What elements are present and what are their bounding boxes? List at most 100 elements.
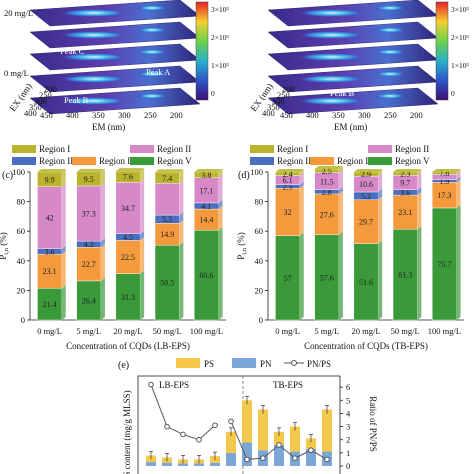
data-label: 4.1 [201,202,211,211]
eem-peak-highlight [298,53,366,61]
bar-segment-side [179,212,184,224]
em-tick-label: 200 [170,110,183,120]
eem-peak-highlight [374,27,406,33]
ratio-point [324,456,330,463]
bar-segment-side [61,183,66,249]
eem-peak-highlight [374,49,406,55]
em-tick-label: 300 [358,110,371,120]
legend-label: Region II [157,144,191,154]
bar-segment-side [140,179,145,234]
x-tick-label: 0 mg/L [37,326,62,336]
bar-segment-side [417,226,422,320]
bar-top-cap [393,169,422,172]
bar-top-cap [194,169,223,172]
bar-segment-side [179,169,184,184]
bar-top-cap [115,168,145,172]
legend-swatch [368,145,392,153]
legend-label: Region V [395,156,430,166]
data-label: 10.6 [359,180,373,189]
bar-segment [76,185,102,242]
data-label: 37.3 [82,210,96,219]
bar-segment-side [417,192,422,230]
ratio-line-lb [150,384,216,441]
bar-segment-side [218,199,223,209]
bar-segment-side [100,182,105,242]
data-label: 75.7 [437,260,451,269]
bar-pn [178,463,188,466]
bar-segment [392,194,418,230]
bar-top-cap [76,168,105,172]
bar-segment [37,253,62,289]
bar-segment-side [299,232,304,320]
conc-label-20: 20 mg/L [4,8,33,18]
data-label: 11.5 [320,177,334,186]
bar-segment-side [218,227,223,320]
y-tick-label: 60 [17,226,26,236]
bar-segment-side [179,220,184,246]
y-axis-label-main: P [0,255,8,260]
data-label: 7.8 [439,169,449,178]
data-label: 50.5 [160,279,174,288]
legend-swatch [368,157,392,165]
bar-segment-side [218,174,223,203]
legend-swatch [72,157,96,165]
y-tick-label: 20 [17,285,26,295]
legend-label: Region II [395,144,429,154]
bar-pn [226,452,236,466]
data-label: 5.5 [162,215,172,224]
eem-peak-highlight [298,97,366,105]
colorbar-tick-label: 0 [451,89,455,98]
data-label: 27.6 [320,210,334,219]
legend-swatch [130,145,154,153]
data-label: 9.5 [84,175,94,184]
legend-label: Region III [39,156,76,166]
ex-tick-label: 300 [34,96,47,106]
colorbar-tick-label: 3×10³ [451,5,469,14]
bar-segment-side [140,168,145,183]
legend-label: PN/PS [307,359,331,369]
ratio-point [308,447,314,454]
ratio-point [260,455,266,461]
ratio-point [196,436,202,443]
bar-segment-side [218,169,223,178]
data-label: 42 [46,214,54,223]
eem-peak-highlight [374,5,406,11]
bar-segment-side [456,171,461,180]
bar-segment-side [299,169,304,176]
em-tick-label: 250 [144,110,157,120]
data-label: 7.6 [123,173,133,182]
eem-peak-highlight [136,27,168,33]
data-label: 2.8 [322,188,332,197]
data-label: 14.9 [160,230,174,239]
bar-segment-side [417,172,422,190]
y-axis-label-unit: (%) [0,232,8,248]
bar-segment-side [179,180,184,216]
data-label: 29.7 [359,218,373,227]
legend-label: Region I [39,144,70,154]
eem-peak-highlight [374,71,406,77]
x-tick-label: 50 mg/L [153,326,182,336]
y-tick-label: 80 [17,197,26,207]
legend-label: PN [260,359,272,369]
bar-top-cap [432,169,461,172]
bar-segment-side [456,176,461,183]
bar-segment [115,182,141,234]
y-axis-label-unit: (%) [236,232,246,248]
legend-label: Region IV [337,156,375,166]
bar-top-cap [155,169,184,173]
eem-peak-highlight [60,97,128,105]
bar-segment-side [100,238,105,248]
ratio-point [244,456,250,463]
data-label: 57.6 [320,273,334,282]
legend-label: Region III [277,156,314,166]
bar-ps [290,426,300,452]
y-tick-label: 0 [21,315,25,325]
em-tick-label: 350 [332,110,345,120]
bar-segment-side [338,190,343,235]
legend-label: Region V [157,156,192,166]
bar-segment [275,235,300,321]
peak-b-label: Peak B [330,88,355,98]
em-tick-label: 350 [92,110,105,120]
y-tick-label: 40 [255,256,264,266]
